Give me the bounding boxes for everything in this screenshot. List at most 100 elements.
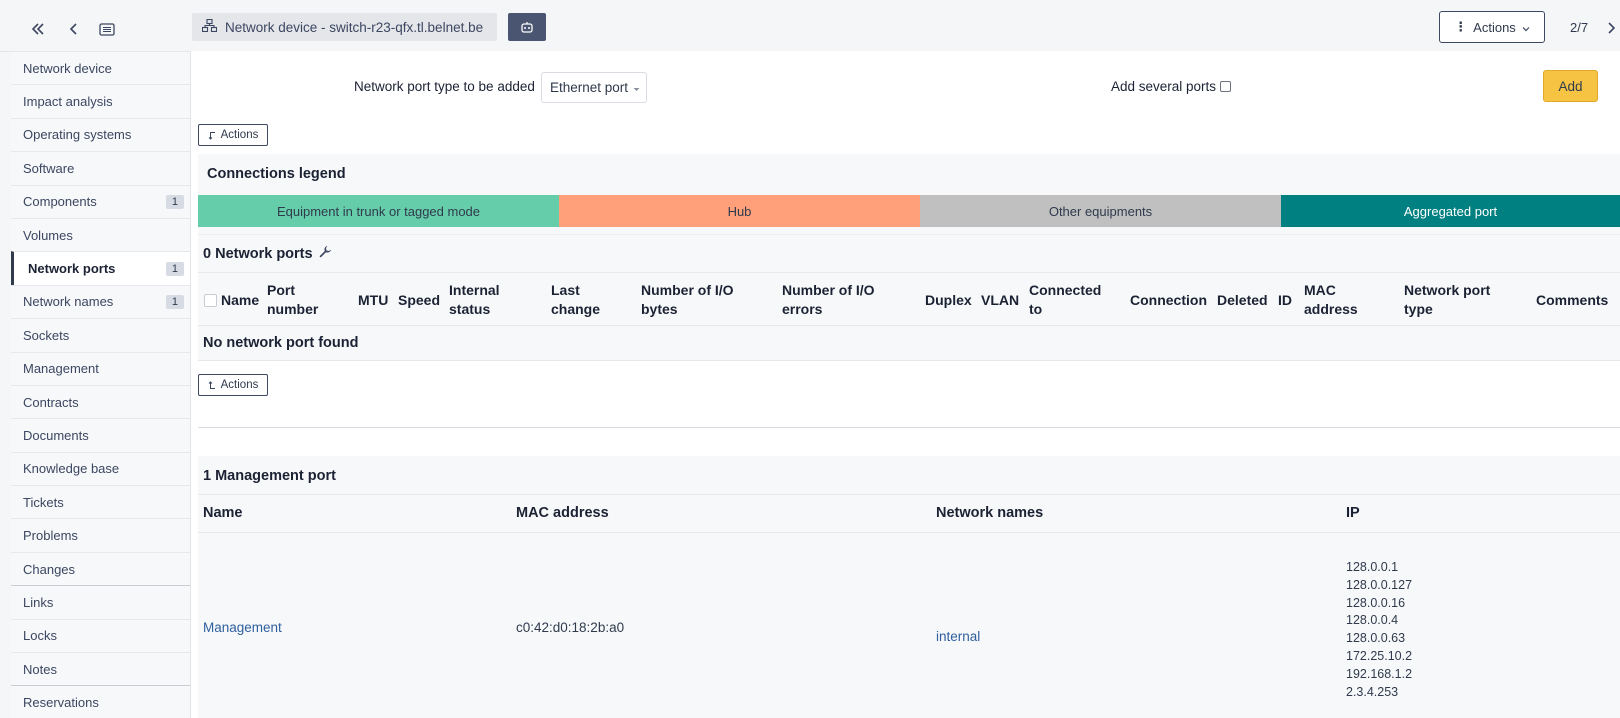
network-device-icon — [201, 18, 218, 35]
ip-address: 128.0.0.127 — [1346, 577, 1413, 592]
sidebar-item-links[interactable]: Links — [11, 585, 190, 619]
col-port-number[interactable]: Port number — [267, 282, 319, 317]
sidebar-item-label: Sockets — [23, 327, 70, 343]
sidebar-item-label: Components — [23, 194, 97, 210]
sidebar-item-management[interactable]: Management — [11, 351, 190, 385]
sidebar-item-contracts[interactable]: Contracts — [11, 384, 190, 419]
robot-icon — [521, 21, 533, 33]
mcol-network-names: Network names — [936, 505, 1044, 521]
col-mac-address[interactable]: MAC address — [1304, 282, 1358, 317]
corner-arrow-icon — [208, 131, 215, 140]
sidebar-item-locks[interactable]: Locks — [11, 618, 190, 653]
sidebar-item-label: Reservations — [23, 695, 99, 711]
top-bar: Network device - switch-r23-qfx.tl.belne… — [0, 0, 1620, 52]
sidebar-item-label: Changes — [23, 561, 76, 577]
select-all-checkbox[interactable] — [204, 294, 217, 307]
sidebar-item-tickets[interactable]: Tickets — [11, 485, 190, 519]
col-io-bytes[interactable]: Number of I/O bytes — [641, 282, 734, 317]
sidebar-item-operating-systems[interactable]: Operating systems — [11, 117, 190, 152]
connections-legend: Connections legend Equipment in trunk or… — [198, 154, 1620, 234]
ip-address: 192.168.1.2 — [1346, 666, 1413, 681]
management-port-link[interactable]: Management — [203, 620, 282, 635]
ip-address: 128.0.0.4 — [1346, 613, 1399, 628]
col-name[interactable]: Name — [221, 291, 260, 308]
network-name-link[interactable]: internal — [936, 629, 981, 644]
sidebar-item-label: Tickets — [23, 494, 64, 510]
management-mac: c0:42:d0:18:2b:a0 — [516, 620, 625, 635]
sidebar-item-label: Locks — [23, 628, 57, 644]
col-mtu[interactable]: MTU — [358, 291, 389, 308]
actions-label: Actions — [220, 129, 259, 141]
sidebar-item-label: Links — [23, 594, 54, 610]
sidebar-item-changes[interactable]: Changes — [11, 551, 190, 586]
port-type-value: Ethernet port — [550, 80, 629, 95]
sidebar-item-label: Network device — [23, 60, 112, 76]
management-ports-title: 1 Management port — [203, 468, 336, 484]
mcol-mac-address: MAC address — [516, 505, 609, 521]
mcol-ip: IP — [1346, 505, 1360, 521]
main-content: Network port type to be added Ethernet p… — [191, 51, 1620, 718]
sidebar: Network device Impact analysis Operating… — [11, 51, 191, 718]
sidebar-item-documents[interactable]: Documents — [11, 418, 190, 452]
massive-actions-button-top[interactable]: Actions — [198, 124, 268, 146]
kebab-icon: ⋮ — [1454, 19, 1468, 34]
sidebar-item-network-ports[interactable]: Network ports 1 — [11, 251, 190, 285]
col-comments[interactable]: Comments — [1536, 291, 1609, 308]
port-type-select[interactable]: Ethernet port — [541, 72, 647, 103]
list-view-icon[interactable] — [96, 18, 118, 40]
col-vlan[interactable]: VLAN — [981, 291, 1020, 308]
legend-other: Other equipments — [920, 195, 1281, 227]
col-network-port-type[interactable]: Network port type — [1404, 282, 1491, 317]
sidebar-item-software[interactable]: Software — [11, 151, 190, 185]
no-port-message: No network port found — [198, 326, 1620, 361]
ip-address: 128.0.0.63 — [1346, 631, 1406, 646]
chevron-down-icon — [1522, 20, 1530, 35]
legend-trunk: Equipment in trunk or tagged mode — [198, 195, 559, 227]
sidebar-item-label: Network names — [23, 294, 114, 310]
ip-address: 2.3.4.253 — [1346, 684, 1399, 699]
sidebar-item-network-device[interactable]: Network device — [11, 51, 190, 85]
sidebar-item-knowledge-base[interactable]: Knowledge base — [11, 451, 190, 486]
corner-arrow-icon — [208, 380, 215, 389]
sidebar-item-components[interactable]: Components 1 — [11, 184, 190, 218]
network-ports-header: 0 Network ports — [198, 234, 1620, 272]
management-table-header: Name MAC address Network names IP — [198, 494, 1620, 533]
sidebar-item-network-names[interactable]: Network names 1 — [11, 284, 190, 319]
col-last-change[interactable]: Last change — [551, 282, 601, 317]
add-several-checkbox[interactable] — [1220, 81, 1231, 92]
collapse-all-icon[interactable] — [27, 18, 49, 40]
caret-down-icon — [633, 80, 640, 95]
col-io-errors[interactable]: Number of I/O errors — [782, 282, 875, 317]
massive-actions-button-bottom[interactable]: Actions — [198, 374, 268, 396]
assistant-bot-button[interactable] — [508, 13, 546, 41]
col-connection[interactable]: Connection — [1130, 291, 1207, 308]
col-internal-status[interactable]: Internal status — [449, 282, 500, 317]
col-connected-to[interactable]: Connected to — [1029, 282, 1102, 317]
sidebar-item-label: Network ports — [28, 261, 116, 277]
add-button[interactable]: Add — [1543, 70, 1598, 102]
network-ports-count: 0 Network ports — [203, 245, 313, 262]
sidebar-item-notes[interactable]: Notes — [11, 652, 190, 686]
mcol-name: Name — [203, 505, 243, 521]
sidebar-item-impact-analysis[interactable]: Impact analysis — [11, 84, 190, 118]
col-id[interactable]: ID — [1278, 291, 1292, 308]
col-duplex[interactable]: Duplex — [925, 291, 972, 308]
back-icon[interactable] — [63, 18, 85, 40]
ip-address: 128.0.0.16 — [1346, 595, 1406, 610]
count-badge: 1 — [165, 294, 184, 309]
sidebar-item-label: Contracts — [23, 394, 79, 410]
col-speed[interactable]: Speed — [398, 291, 441, 308]
port-type-label: Network port type to be added — [354, 79, 535, 94]
sidebar-item-volumes[interactable]: Volumes — [11, 217, 190, 252]
actions-menu-button[interactable]: ⋮ Actions — [1439, 11, 1545, 43]
sidebar-item-sockets[interactable]: Sockets — [11, 318, 190, 352]
sidebar-item-reservations[interactable]: Reservations — [11, 685, 190, 718]
count-badge: 1 — [165, 261, 184, 276]
next-item-icon[interactable] — [1603, 18, 1619, 38]
sidebar-item-problems[interactable]: Problems — [11, 518, 190, 552]
col-deleted[interactable]: Deleted — [1217, 291, 1268, 308]
wrench-icon[interactable] — [318, 245, 332, 263]
actions-label: Actions — [1473, 19, 1516, 35]
management-ports-section: 1 Management port Name MAC address Netwo… — [198, 456, 1620, 718]
sidebar-item-label: Software — [23, 160, 75, 176]
